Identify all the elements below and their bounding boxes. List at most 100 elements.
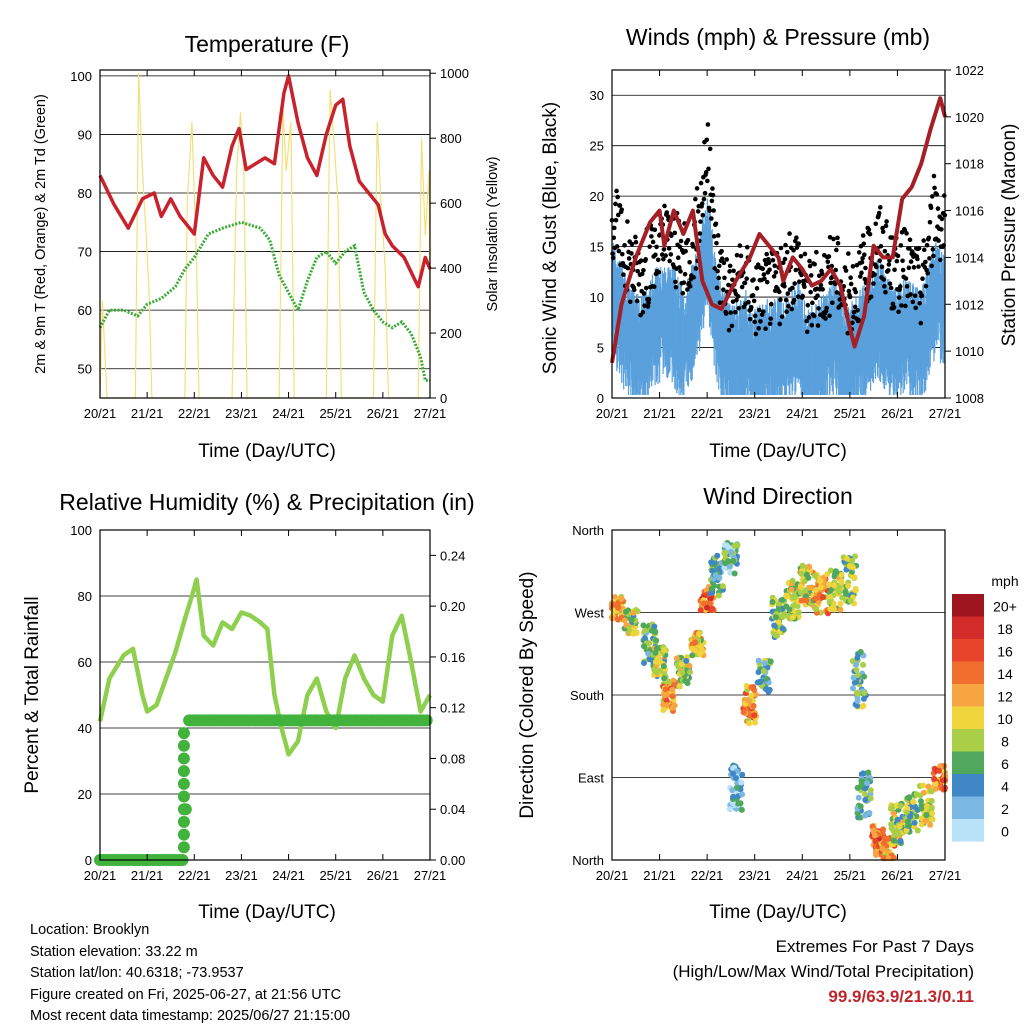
gust-point bbox=[879, 264, 885, 270]
gust-point bbox=[804, 318, 809, 324]
gust-point bbox=[818, 282, 824, 288]
gust-point bbox=[654, 244, 659, 250]
gust-point bbox=[811, 313, 817, 319]
direction-point bbox=[683, 657, 690, 664]
gust-point bbox=[806, 315, 812, 320]
y-tick-label: 5 bbox=[597, 341, 604, 356]
colorbar-label: 10 bbox=[997, 711, 1013, 727]
gust-point bbox=[941, 193, 947, 198]
direction-point bbox=[799, 562, 806, 569]
y-axis-label: 2m & 9m T (Red, Orange) & 2m Td (Green) bbox=[33, 94, 49, 374]
gust-point bbox=[900, 258, 905, 264]
station-info: Location: Brooklyn Station elevation: 33… bbox=[30, 920, 350, 1028]
gust-point bbox=[808, 273, 814, 278]
gust-point bbox=[738, 253, 744, 259]
direction-point bbox=[750, 702, 757, 709]
direction-point bbox=[709, 605, 716, 612]
direction-point bbox=[857, 648, 864, 655]
gust-point bbox=[764, 279, 770, 285]
direction-point bbox=[870, 827, 877, 834]
gust-point bbox=[710, 192, 716, 198]
y-tick-label: 40 bbox=[78, 721, 92, 736]
gust-point bbox=[873, 221, 879, 227]
direction-point bbox=[648, 627, 655, 634]
chart-title: Wind Direction bbox=[703, 483, 853, 509]
direction-point bbox=[790, 594, 797, 601]
gust-point bbox=[929, 263, 934, 269]
x-tick-label: 27/21 bbox=[414, 406, 447, 421]
gust-point bbox=[880, 229, 886, 235]
direction-point bbox=[726, 563, 733, 570]
x-tick-label: 26/21 bbox=[367, 868, 400, 883]
gust-point bbox=[928, 205, 934, 211]
y-tick-label: West bbox=[575, 606, 605, 621]
y-tick-label: 25 bbox=[590, 139, 604, 154]
gust-point bbox=[615, 212, 621, 218]
direction-point bbox=[854, 697, 861, 704]
direction-point bbox=[837, 600, 844, 607]
direction-point bbox=[697, 607, 704, 614]
gust-point bbox=[677, 244, 683, 250]
direction-point bbox=[897, 837, 904, 844]
gust-point bbox=[884, 219, 889, 224]
gust-point bbox=[921, 238, 926, 243]
direction-point bbox=[922, 817, 929, 824]
gust-point bbox=[717, 263, 722, 269]
gust-point bbox=[843, 268, 849, 273]
gust-point bbox=[799, 272, 804, 278]
gust-point bbox=[736, 305, 742, 311]
direction-point bbox=[686, 669, 693, 676]
gust-point bbox=[750, 293, 756, 298]
gust-point bbox=[859, 270, 864, 276]
colorbar-swatch bbox=[952, 594, 984, 617]
gust-point bbox=[742, 280, 748, 286]
direction-point bbox=[733, 784, 740, 791]
colorbar-swatch bbox=[952, 661, 984, 684]
direction-point bbox=[854, 810, 861, 817]
gust-point bbox=[646, 300, 651, 306]
gust-point bbox=[783, 297, 789, 303]
direction-point bbox=[673, 655, 680, 662]
y-tick-label: 10 bbox=[590, 290, 604, 305]
x-tick-label: 24/21 bbox=[272, 868, 305, 883]
gust-point bbox=[772, 263, 777, 269]
direction-point bbox=[927, 821, 934, 828]
direction-point bbox=[910, 798, 917, 805]
direction-point bbox=[611, 594, 618, 601]
direction-point bbox=[660, 707, 667, 714]
gust-point bbox=[802, 284, 807, 290]
gust-point bbox=[706, 166, 711, 172]
direction-point bbox=[748, 692, 755, 699]
direction-point bbox=[847, 597, 854, 604]
y-tick-label-right: 1012 bbox=[955, 297, 984, 312]
gust-point bbox=[634, 298, 640, 304]
direction-point bbox=[630, 609, 637, 616]
colorbar-label: 20+ bbox=[993, 598, 1017, 614]
direction-point bbox=[686, 662, 693, 669]
gust-point bbox=[926, 235, 932, 241]
gust-point bbox=[868, 294, 874, 300]
gust-point bbox=[815, 323, 821, 328]
direction-point bbox=[862, 791, 869, 798]
gust-point bbox=[631, 287, 637, 293]
gust-point bbox=[790, 285, 795, 291]
chart-title: Relative Humidity (%) & Precipitation (i… bbox=[59, 489, 474, 515]
plot-frame bbox=[611, 69, 946, 399]
gust-point bbox=[871, 281, 876, 286]
direction-point bbox=[929, 810, 936, 817]
gust-point bbox=[777, 321, 783, 327]
direction-point bbox=[761, 660, 768, 667]
gust-point bbox=[723, 311, 729, 316]
direction-point bbox=[739, 791, 746, 798]
rainfall-point bbox=[177, 752, 190, 765]
direction-point bbox=[785, 612, 792, 619]
direction-point bbox=[827, 567, 834, 574]
gust-point bbox=[891, 304, 897, 310]
gust-point bbox=[744, 276, 750, 281]
gust-point bbox=[939, 227, 944, 232]
gust-point bbox=[728, 310, 734, 315]
direction-point bbox=[615, 604, 622, 611]
gust-point bbox=[709, 198, 715, 204]
colorbar-swatch bbox=[952, 774, 984, 797]
gust-point bbox=[744, 244, 750, 250]
